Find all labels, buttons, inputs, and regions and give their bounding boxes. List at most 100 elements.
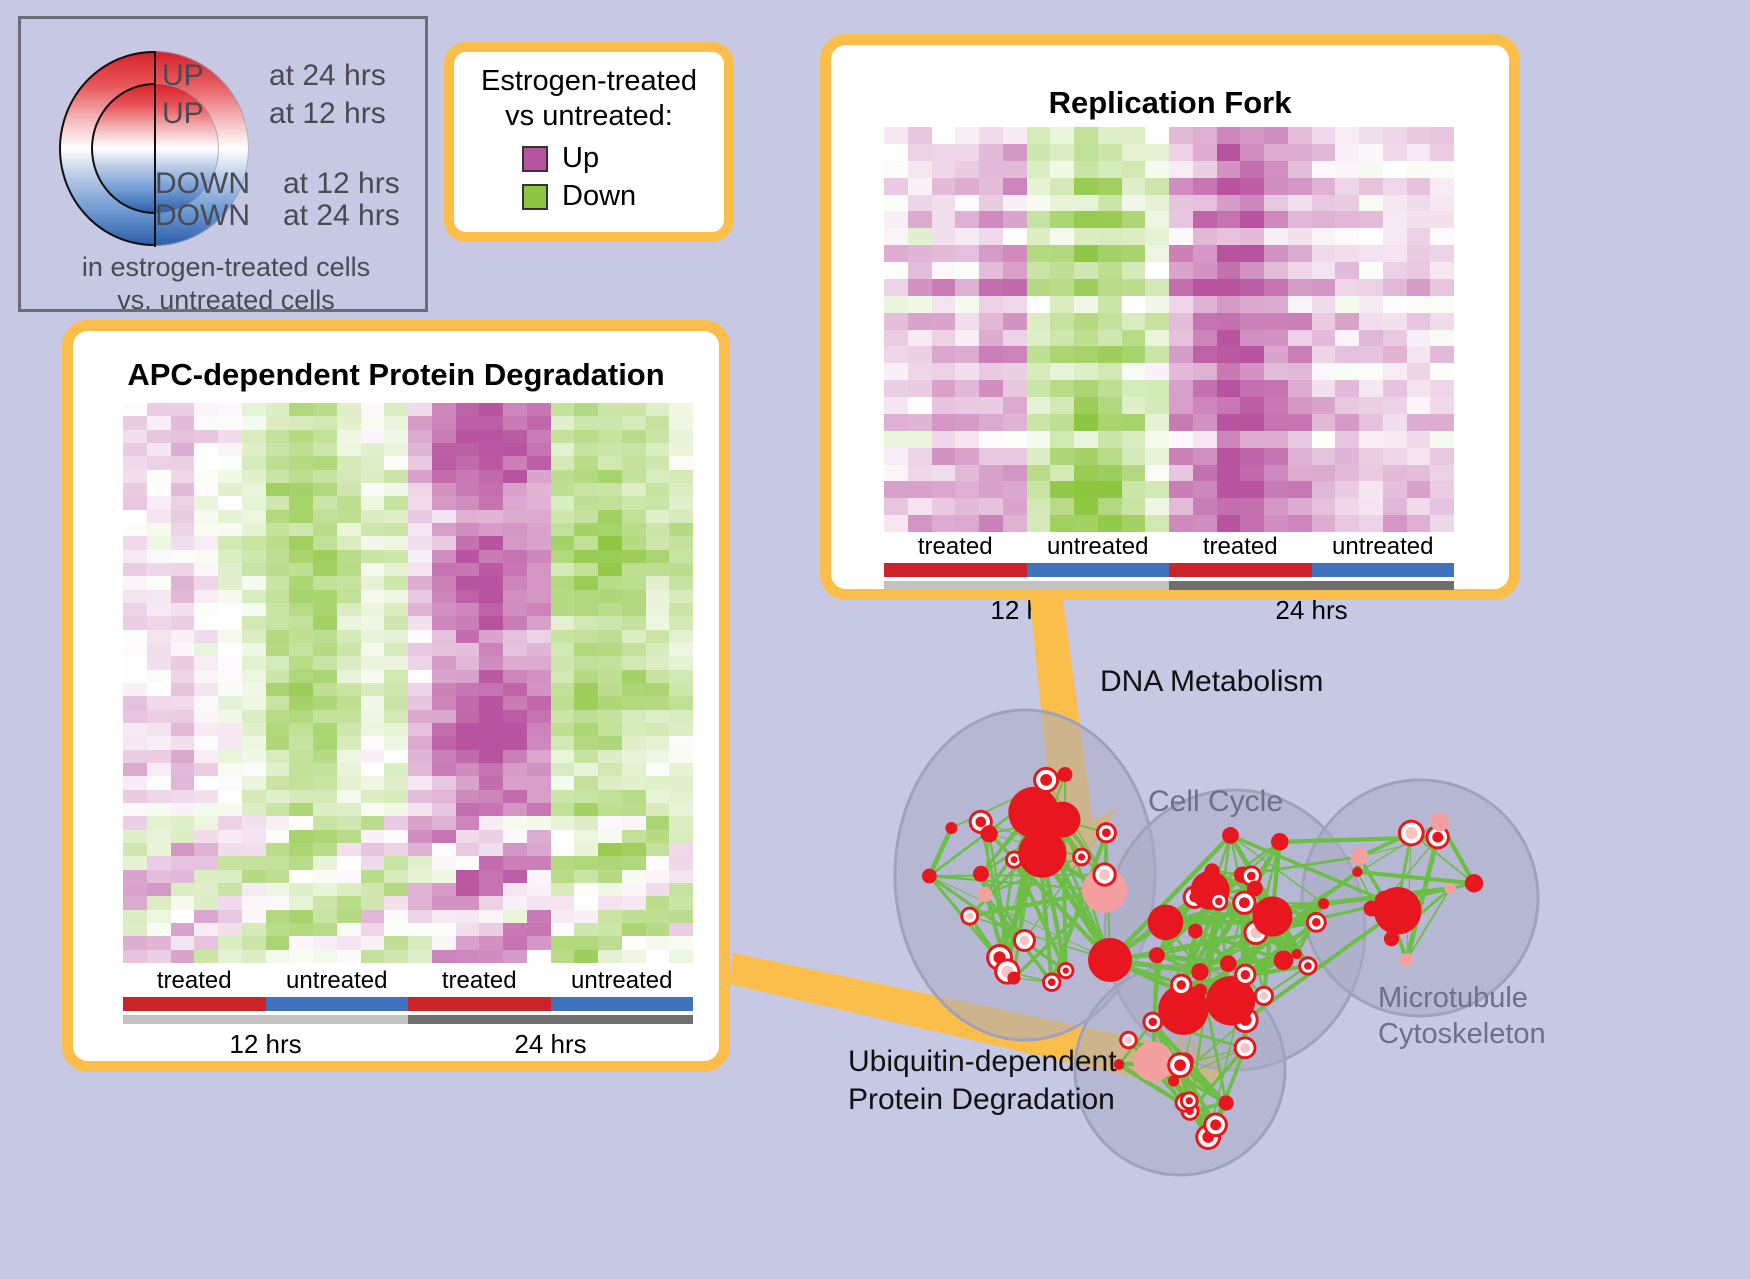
heatmap-cell	[265, 536, 290, 550]
network-node[interactable]	[1133, 1041, 1174, 1082]
network-node[interactable]	[1119, 1030, 1138, 1050]
heatmap-cell	[455, 949, 480, 963]
heatmap-cell	[289, 922, 313, 937]
heatmap-cell	[289, 749, 313, 763]
heatmap-cell	[313, 642, 337, 657]
network-node[interactable]	[1007, 971, 1021, 985]
network-node[interactable]	[1352, 866, 1363, 878]
network-node[interactable]	[1318, 898, 1330, 910]
heatmap-cell	[170, 882, 195, 897]
network-node[interactable]	[1191, 963, 1209, 981]
network-node[interactable]	[1008, 786, 1060, 838]
network-node[interactable]	[1271, 833, 1289, 851]
heatmap-cell	[1026, 380, 1051, 397]
network-node[interactable]	[1218, 1095, 1234, 1111]
network-node[interactable]	[1206, 976, 1256, 1026]
network-node[interactable]	[1018, 829, 1067, 878]
network-node[interactable]	[1147, 904, 1184, 941]
network-node[interactable]	[1092, 862, 1117, 887]
heatmap-cell	[1311, 295, 1336, 313]
heatmap-cell	[313, 749, 337, 763]
network-node[interactable]	[1222, 827, 1239, 844]
network-node[interactable]	[921, 868, 937, 884]
network-node[interactable]	[1158, 984, 1209, 1035]
network-node[interactable]	[1204, 863, 1220, 879]
network-node[interactable]	[945, 822, 958, 835]
network-node[interactable]	[1142, 1011, 1164, 1033]
heatmap-cell	[123, 869, 147, 883]
network-node[interactable]	[1232, 890, 1257, 915]
heatmap-cell	[979, 380, 1003, 397]
network-node[interactable]	[1350, 847, 1369, 866]
heatmap-cell	[1287, 211, 1312, 229]
network-node[interactable]	[1203, 1112, 1228, 1138]
estrogen-legend-box: Estrogen-treated vs untreated: Up Down	[444, 42, 734, 242]
network-node[interactable]	[1057, 767, 1073, 782]
network-node[interactable]	[1209, 891, 1229, 911]
network-node[interactable]	[1252, 896, 1293, 937]
network-node[interactable]	[1363, 900, 1380, 917]
network-node[interactable]	[1397, 819, 1425, 847]
heatmap-cell	[336, 909, 361, 923]
network-node[interactable]	[977, 886, 993, 903]
network-node[interactable]	[1167, 1075, 1180, 1087]
network-node[interactable]	[1113, 1059, 1125, 1070]
network-node[interactable]	[1253, 985, 1275, 1007]
network-node[interactable]	[1464, 874, 1484, 893]
network-node[interactable]	[960, 906, 980, 926]
heatmap-cell	[1145, 245, 1169, 262]
network-node[interactable]	[1399, 952, 1414, 967]
network-node[interactable]	[1234, 963, 1257, 986]
heatmap-cell	[645, 456, 670, 470]
heatmap-cell	[1359, 329, 1383, 347]
network-node[interactable]	[972, 865, 989, 882]
heatmap-cell	[884, 245, 908, 262]
network-node[interactable]	[1305, 911, 1327, 933]
heatmap-cell	[669, 922, 693, 937]
network-node[interactable]	[1373, 886, 1422, 935]
heatmap-cell	[384, 416, 408, 430]
network-node[interactable]	[1057, 962, 1075, 980]
heatmap-cell	[931, 262, 956, 279]
heatmap-cell	[313, 536, 337, 550]
network-node[interactable]	[1233, 1036, 1257, 1060]
treatment-colour-bar	[884, 563, 1027, 577]
legend-up-label: Up	[562, 142, 600, 174]
network-node[interactable]	[980, 825, 998, 843]
heatmap-cell	[479, 802, 503, 817]
heatmap-cell	[241, 656, 266, 670]
node-core	[1291, 948, 1302, 960]
network-node[interactable]	[1298, 956, 1318, 976]
network-node[interactable]	[1072, 847, 1091, 867]
network-node[interactable]	[1088, 938, 1132, 982]
heatmap-cell	[336, 536, 361, 550]
heatmap-cell	[360, 469, 385, 483]
heatmap-cell	[1097, 143, 1122, 161]
heatmap-cell	[1311, 397, 1336, 414]
network-node[interactable]	[1383, 931, 1400, 947]
network-node[interactable]	[1430, 812, 1450, 832]
heatmap-cell	[1382, 464, 1407, 482]
network-node[interactable]	[1247, 880, 1263, 897]
heatmap-cell	[170, 496, 195, 510]
network-node[interactable]	[1425, 824, 1450, 850]
network-node[interactable]	[1444, 883, 1456, 895]
heatmap-cell	[1311, 211, 1336, 229]
network-node[interactable]	[1042, 972, 1062, 992]
network-node[interactable]	[1179, 1091, 1199, 1111]
network-node[interactable]	[1220, 955, 1237, 972]
heatmap-cell	[265, 629, 290, 643]
network-node[interactable]	[1033, 766, 1060, 793]
network-node[interactable]	[1291, 948, 1302, 960]
network-node[interactable]	[1095, 822, 1117, 844]
network-node[interactable]	[1148, 947, 1165, 964]
heatmap-cell	[1026, 413, 1051, 431]
node-core	[1077, 853, 1086, 861]
heatmap-cell	[979, 211, 1003, 229]
network-node[interactable]	[1167, 1052, 1193, 1079]
network-node[interactable]	[1012, 928, 1036, 952]
network-node[interactable]	[1188, 923, 1203, 939]
heatmap-cell	[241, 562, 266, 577]
network-node[interactable]	[1170, 973, 1193, 997]
network-node[interactable]	[1273, 950, 1294, 971]
